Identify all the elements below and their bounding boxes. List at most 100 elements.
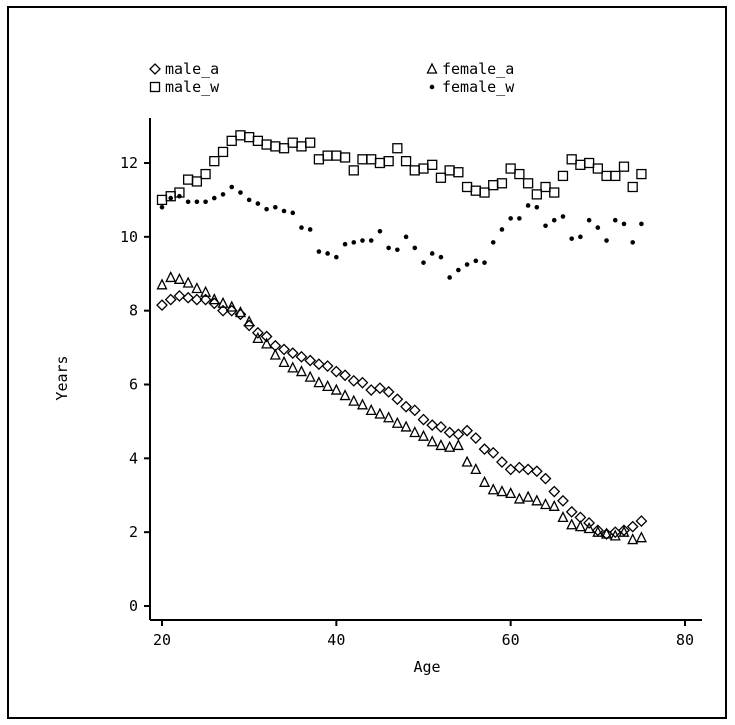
male_w-point [470, 185, 481, 196]
female_a-point [339, 389, 351, 401]
female_w-point [456, 267, 461, 273]
female_w-point [569, 236, 574, 241]
female_w-point [525, 203, 531, 208]
female_a-point [330, 383, 342, 395]
female_a-point [487, 483, 499, 495]
female_w-point [551, 217, 557, 223]
female_a-point [278, 355, 290, 368]
female_a-point [261, 337, 273, 349]
male_w-point [601, 170, 612, 182]
female_w-point [560, 214, 566, 219]
male_a-point [321, 360, 334, 372]
male_a-point [356, 376, 369, 389]
male_w-point [270, 141, 281, 152]
female_a-point [557, 510, 569, 523]
female_w-point [177, 193, 182, 199]
male_w-point [610, 170, 621, 182]
series-female_w [159, 184, 644, 280]
female_a-point [287, 361, 299, 373]
male_a-point [435, 421, 447, 433]
female_w-point [499, 227, 505, 232]
y-tick-label: 6 [129, 376, 138, 394]
male_a-point [417, 413, 430, 426]
female_w-point [212, 195, 217, 201]
female_a-point [627, 533, 639, 545]
female_w-point [334, 254, 339, 260]
male_w-point [592, 163, 603, 174]
male_w-point [296, 141, 307, 152]
male_w-point [217, 146, 229, 158]
male_a-point [182, 291, 195, 304]
female_w-point [604, 238, 609, 243]
male_w-point [400, 156, 412, 167]
data-points [156, 130, 648, 545]
female_a-point [313, 376, 325, 388]
female_w-point [159, 205, 165, 210]
female_a-point [252, 331, 264, 344]
legend-item-female_w: female_w [429, 78, 515, 96]
female_w-point [543, 223, 548, 229]
male_a-point [583, 517, 596, 529]
male_w-point [278, 143, 290, 154]
female_a-point [365, 403, 377, 415]
male_a-point [487, 446, 500, 459]
male_a-point [539, 472, 552, 485]
male_w-point [453, 167, 464, 178]
x-axis-label: Age [413, 658, 440, 676]
female_a-point [269, 348, 281, 360]
y-tick-label: 12 [120, 154, 138, 172]
female_w-point [264, 206, 269, 212]
male_w-point [156, 194, 168, 206]
female_w-point [238, 190, 243, 195]
female_a-point [156, 278, 168, 290]
female_a-point [374, 407, 386, 419]
male_w-point [339, 152, 351, 163]
male_w-point [331, 150, 342, 161]
female_a-point [322, 379, 334, 391]
female_a-point [182, 276, 194, 288]
series-male_a [156, 289, 648, 540]
female_w-point [517, 216, 522, 221]
male_w-point [348, 165, 359, 176]
male_a-point [330, 365, 343, 378]
male_w-point [540, 181, 551, 193]
legend-label-female_a: female_a [442, 60, 514, 78]
female_a-point [566, 518, 578, 530]
male_w-point [444, 165, 455, 176]
male_w-point [505, 163, 516, 174]
legend-marker-male_a [149, 63, 161, 75]
female_w-point [612, 217, 618, 223]
chart-frame: 0 2 4 6 8 10 12 20 40 60 80 male_a female_a male_w fe… [7, 6, 727, 719]
female_a-point [165, 270, 177, 283]
female_w-point [421, 260, 426, 265]
female_a-point [452, 438, 464, 451]
legend-label-male_a: male_a [165, 60, 219, 78]
female_w-point [490, 240, 496, 245]
male_a-point [443, 426, 456, 439]
female_w-point [473, 258, 479, 264]
male_a-point [382, 385, 395, 398]
legend-marker-female_w [429, 84, 435, 90]
female_a-point [383, 411, 395, 423]
male_w-point [191, 176, 203, 187]
male_w-point [636, 168, 647, 180]
female_w-point [429, 251, 435, 256]
y-tick-label: 0 [129, 597, 138, 615]
female_a-point [417, 429, 430, 441]
male_w-point [618, 161, 630, 172]
female_a-point [583, 522, 595, 534]
female_a-point [635, 531, 647, 543]
x-tick-label: 40 [327, 631, 345, 649]
male_a-point [295, 350, 308, 363]
male_a-point [548, 485, 561, 498]
male_a-point [530, 465, 543, 478]
female_w-point [464, 262, 470, 267]
female_w-point [395, 247, 400, 253]
male_w-point [374, 157, 386, 169]
male_a-point [251, 326, 264, 339]
legend-item-female_a: female_a [426, 60, 514, 78]
female_a-point [391, 416, 403, 428]
female_w-point [595, 225, 601, 230]
female_w-point [368, 238, 374, 243]
female_a-point [208, 293, 220, 305]
